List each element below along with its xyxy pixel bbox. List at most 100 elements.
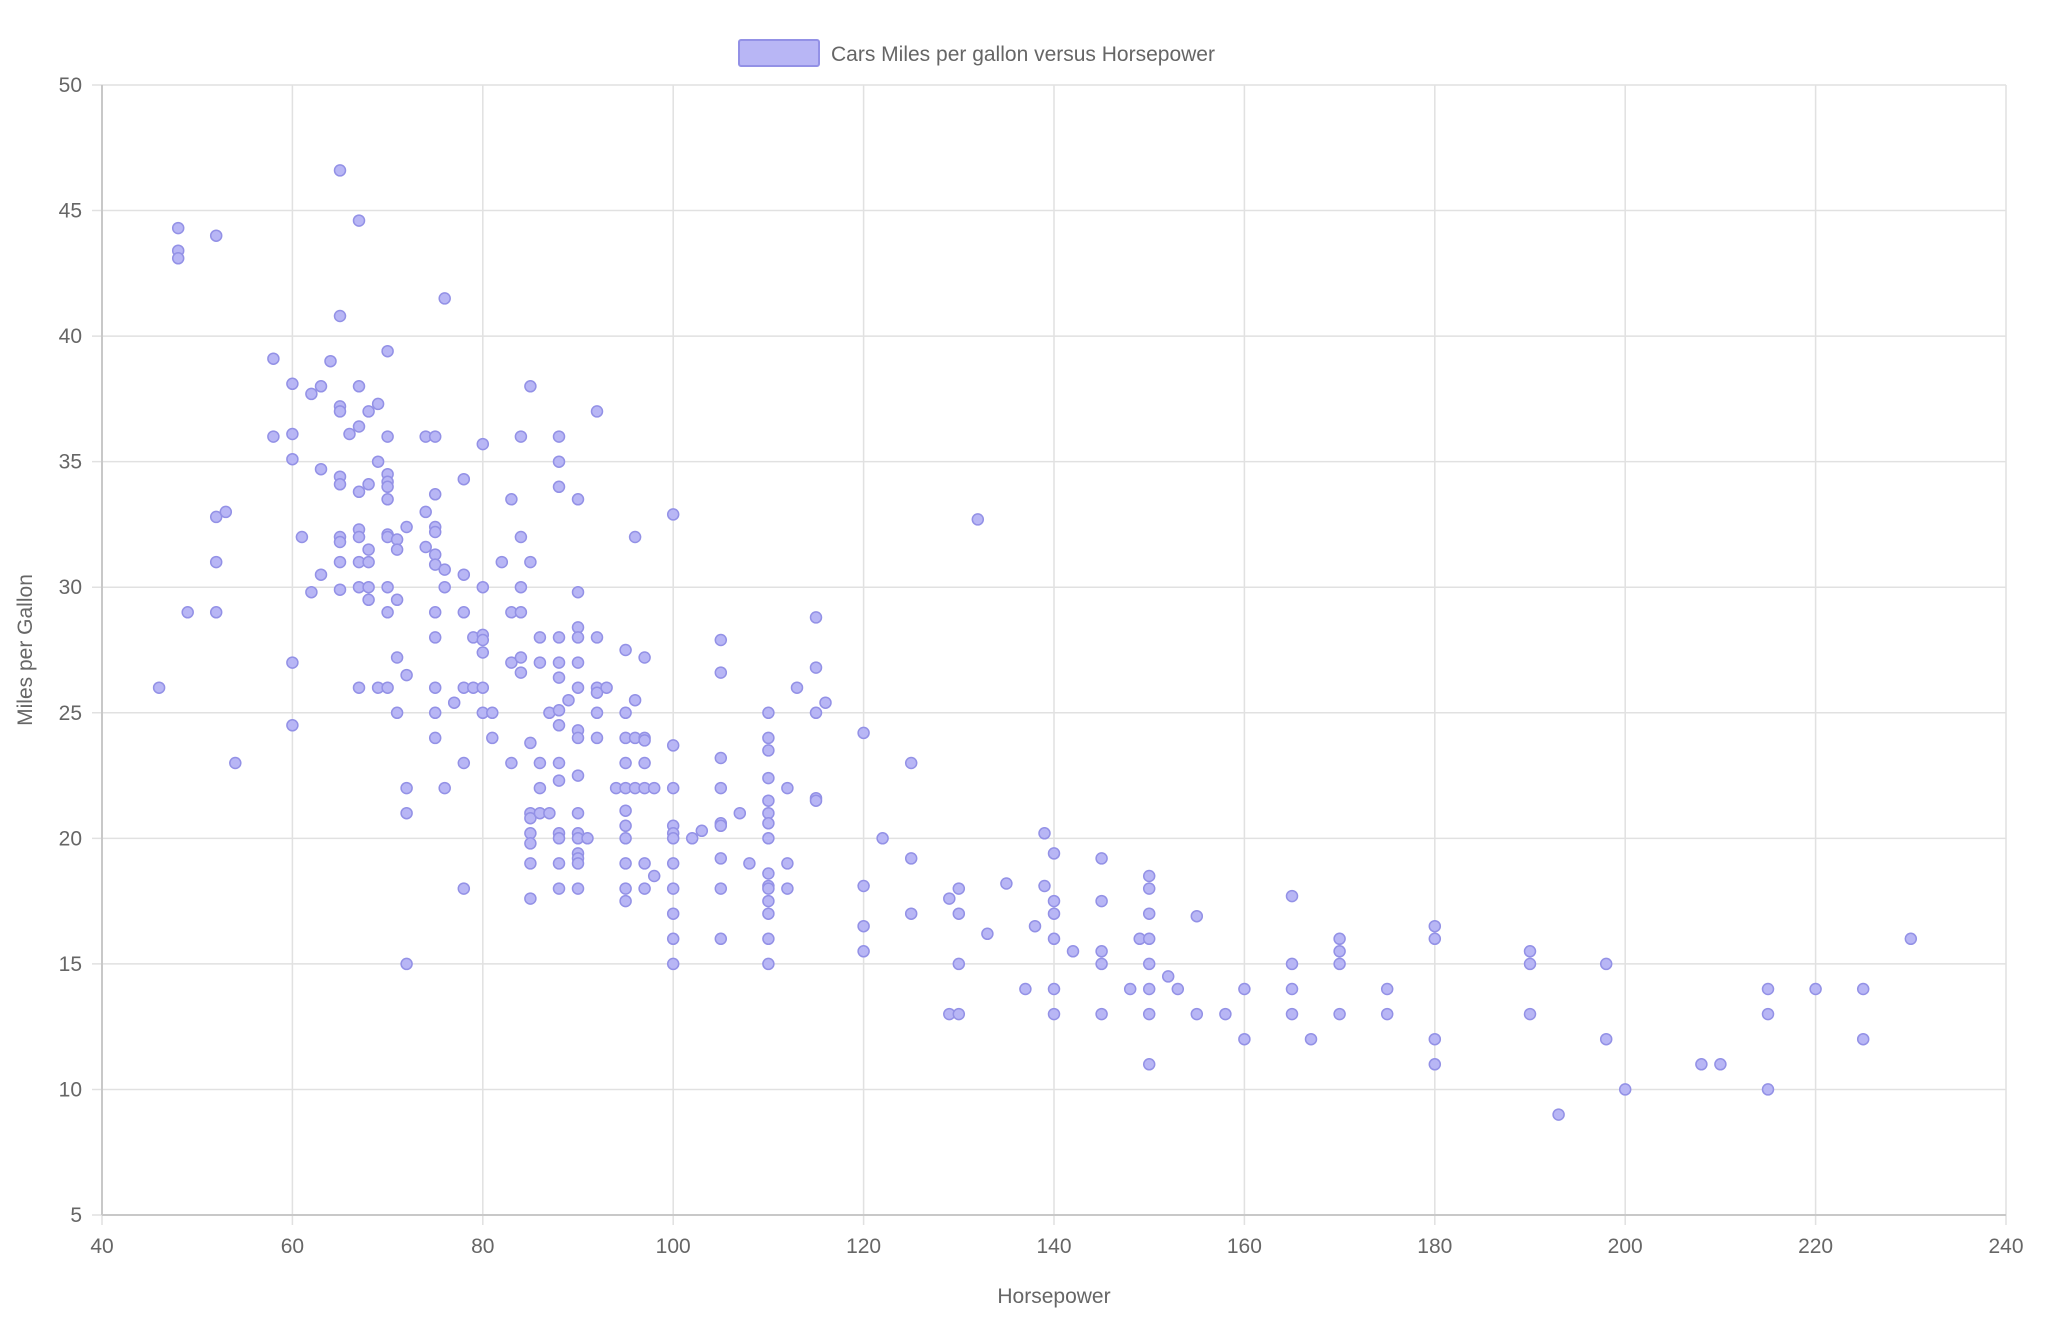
data-point[interactable] [1380, 1007, 1394, 1021]
data-point[interactable] [638, 651, 651, 664]
data-point[interactable] [1761, 982, 1775, 996]
data-point[interactable] [152, 681, 166, 694]
data-point[interactable] [1428, 1058, 1442, 1071]
data-point[interactable] [1238, 1032, 1251, 1046]
data-point[interactable] [1142, 957, 1156, 971]
data-point[interactable] [552, 455, 566, 468]
data-point[interactable] [904, 907, 918, 920]
data-point[interactable] [171, 252, 185, 265]
data-point[interactable] [352, 214, 366, 227]
data-point[interactable] [533, 631, 547, 644]
data-point[interactable] [590, 706, 604, 720]
data-point[interactable] [876, 832, 889, 845]
data-point[interactable] [590, 405, 604, 418]
data-point[interactable] [619, 832, 632, 845]
data-point[interactable] [666, 882, 680, 895]
data-point[interactable] [1047, 847, 1061, 860]
data-point[interactable] [524, 736, 537, 750]
data-point[interactable] [390, 593, 404, 607]
data-point[interactable] [1761, 1083, 1775, 1096]
data-point[interactable] [352, 485, 366, 499]
data-point[interactable] [619, 894, 632, 908]
data-point[interactable] [381, 580, 394, 594]
data-point[interactable] [571, 656, 585, 669]
data-point[interactable] [1523, 957, 1537, 971]
data-point[interactable] [209, 229, 223, 242]
data-point[interactable] [571, 585, 585, 599]
data-point[interactable] [209, 606, 223, 619]
data-point[interactable] [619, 857, 632, 870]
data-point[interactable] [666, 957, 680, 971]
data-point[interactable] [1333, 957, 1346, 971]
data-point[interactable] [1019, 982, 1032, 996]
data-point[interactable] [619, 706, 632, 720]
data-point[interactable] [171, 221, 185, 235]
data-point[interactable] [571, 857, 585, 870]
data-point[interactable] [305, 585, 318, 599]
data-point[interactable] [362, 580, 375, 594]
data-point[interactable] [619, 756, 632, 770]
data-point[interactable] [428, 525, 442, 539]
data-point[interactable] [628, 693, 642, 707]
data-point[interactable] [1142, 932, 1156, 946]
data-point[interactable] [438, 563, 451, 576]
data-point[interactable] [1171, 982, 1185, 996]
data-point[interactable] [438, 292, 451, 305]
data-point[interactable] [666, 832, 680, 845]
data-point[interactable] [1047, 894, 1061, 908]
data-point[interactable] [714, 932, 728, 946]
data-point[interactable] [457, 756, 471, 770]
data-point[interactable] [552, 480, 566, 494]
data-point[interactable] [562, 693, 575, 707]
data-point[interactable] [904, 852, 918, 865]
data-point[interactable] [971, 513, 985, 526]
data-point[interactable] [1219, 1007, 1232, 1021]
data-point[interactable] [552, 882, 566, 895]
data-point[interactable] [571, 631, 585, 644]
legend[interactable]: Cars Miles per gallon versus Horsepower [738, 39, 1215, 67]
data-point[interactable] [352, 420, 366, 433]
data-point[interactable] [809, 706, 823, 720]
data-point[interactable] [352, 530, 366, 544]
data-point[interactable] [581, 832, 594, 845]
data-point[interactable] [229, 756, 242, 770]
data-point[interactable] [505, 756, 518, 770]
data-point[interactable] [762, 832, 775, 845]
data-point[interactable] [552, 832, 566, 845]
data-point[interactable] [305, 387, 318, 401]
data-point[interactable] [219, 505, 233, 519]
data-point[interactable] [381, 430, 394, 443]
data-point[interactable] [781, 781, 794, 795]
data-point[interactable] [952, 882, 966, 895]
data-point[interactable] [390, 706, 404, 720]
data-point[interactable] [1095, 957, 1108, 971]
data-point[interactable] [428, 706, 442, 720]
data-point[interactable] [400, 957, 413, 971]
data-point[interactable] [1028, 919, 1042, 933]
data-point[interactable] [457, 568, 471, 581]
data-point[interactable] [352, 380, 366, 393]
data-point[interactable] [1523, 1007, 1537, 1021]
data-point[interactable] [1038, 827, 1051, 840]
data-point[interactable] [714, 819, 728, 833]
data-point[interactable] [533, 756, 547, 770]
data-point[interactable] [1142, 1007, 1156, 1021]
data-point[interactable] [590, 731, 604, 745]
data-point[interactable] [638, 756, 651, 770]
data-point[interactable] [1095, 1007, 1108, 1021]
data-point[interactable] [362, 405, 375, 418]
data-point[interactable] [514, 430, 528, 443]
data-point[interactable] [524, 380, 537, 393]
data-point[interactable] [714, 852, 728, 865]
data-point[interactable] [552, 857, 566, 870]
data-point[interactable] [333, 309, 347, 323]
data-point[interactable] [904, 756, 918, 770]
data-point[interactable] [457, 472, 471, 486]
data-point[interactable] [476, 681, 490, 694]
data-point[interactable] [267, 352, 280, 365]
data-point[interactable] [628, 530, 642, 544]
data-point[interactable] [666, 739, 680, 752]
data-point[interactable] [762, 882, 775, 895]
data-point[interactable] [362, 555, 375, 569]
data-point[interactable] [362, 478, 375, 491]
